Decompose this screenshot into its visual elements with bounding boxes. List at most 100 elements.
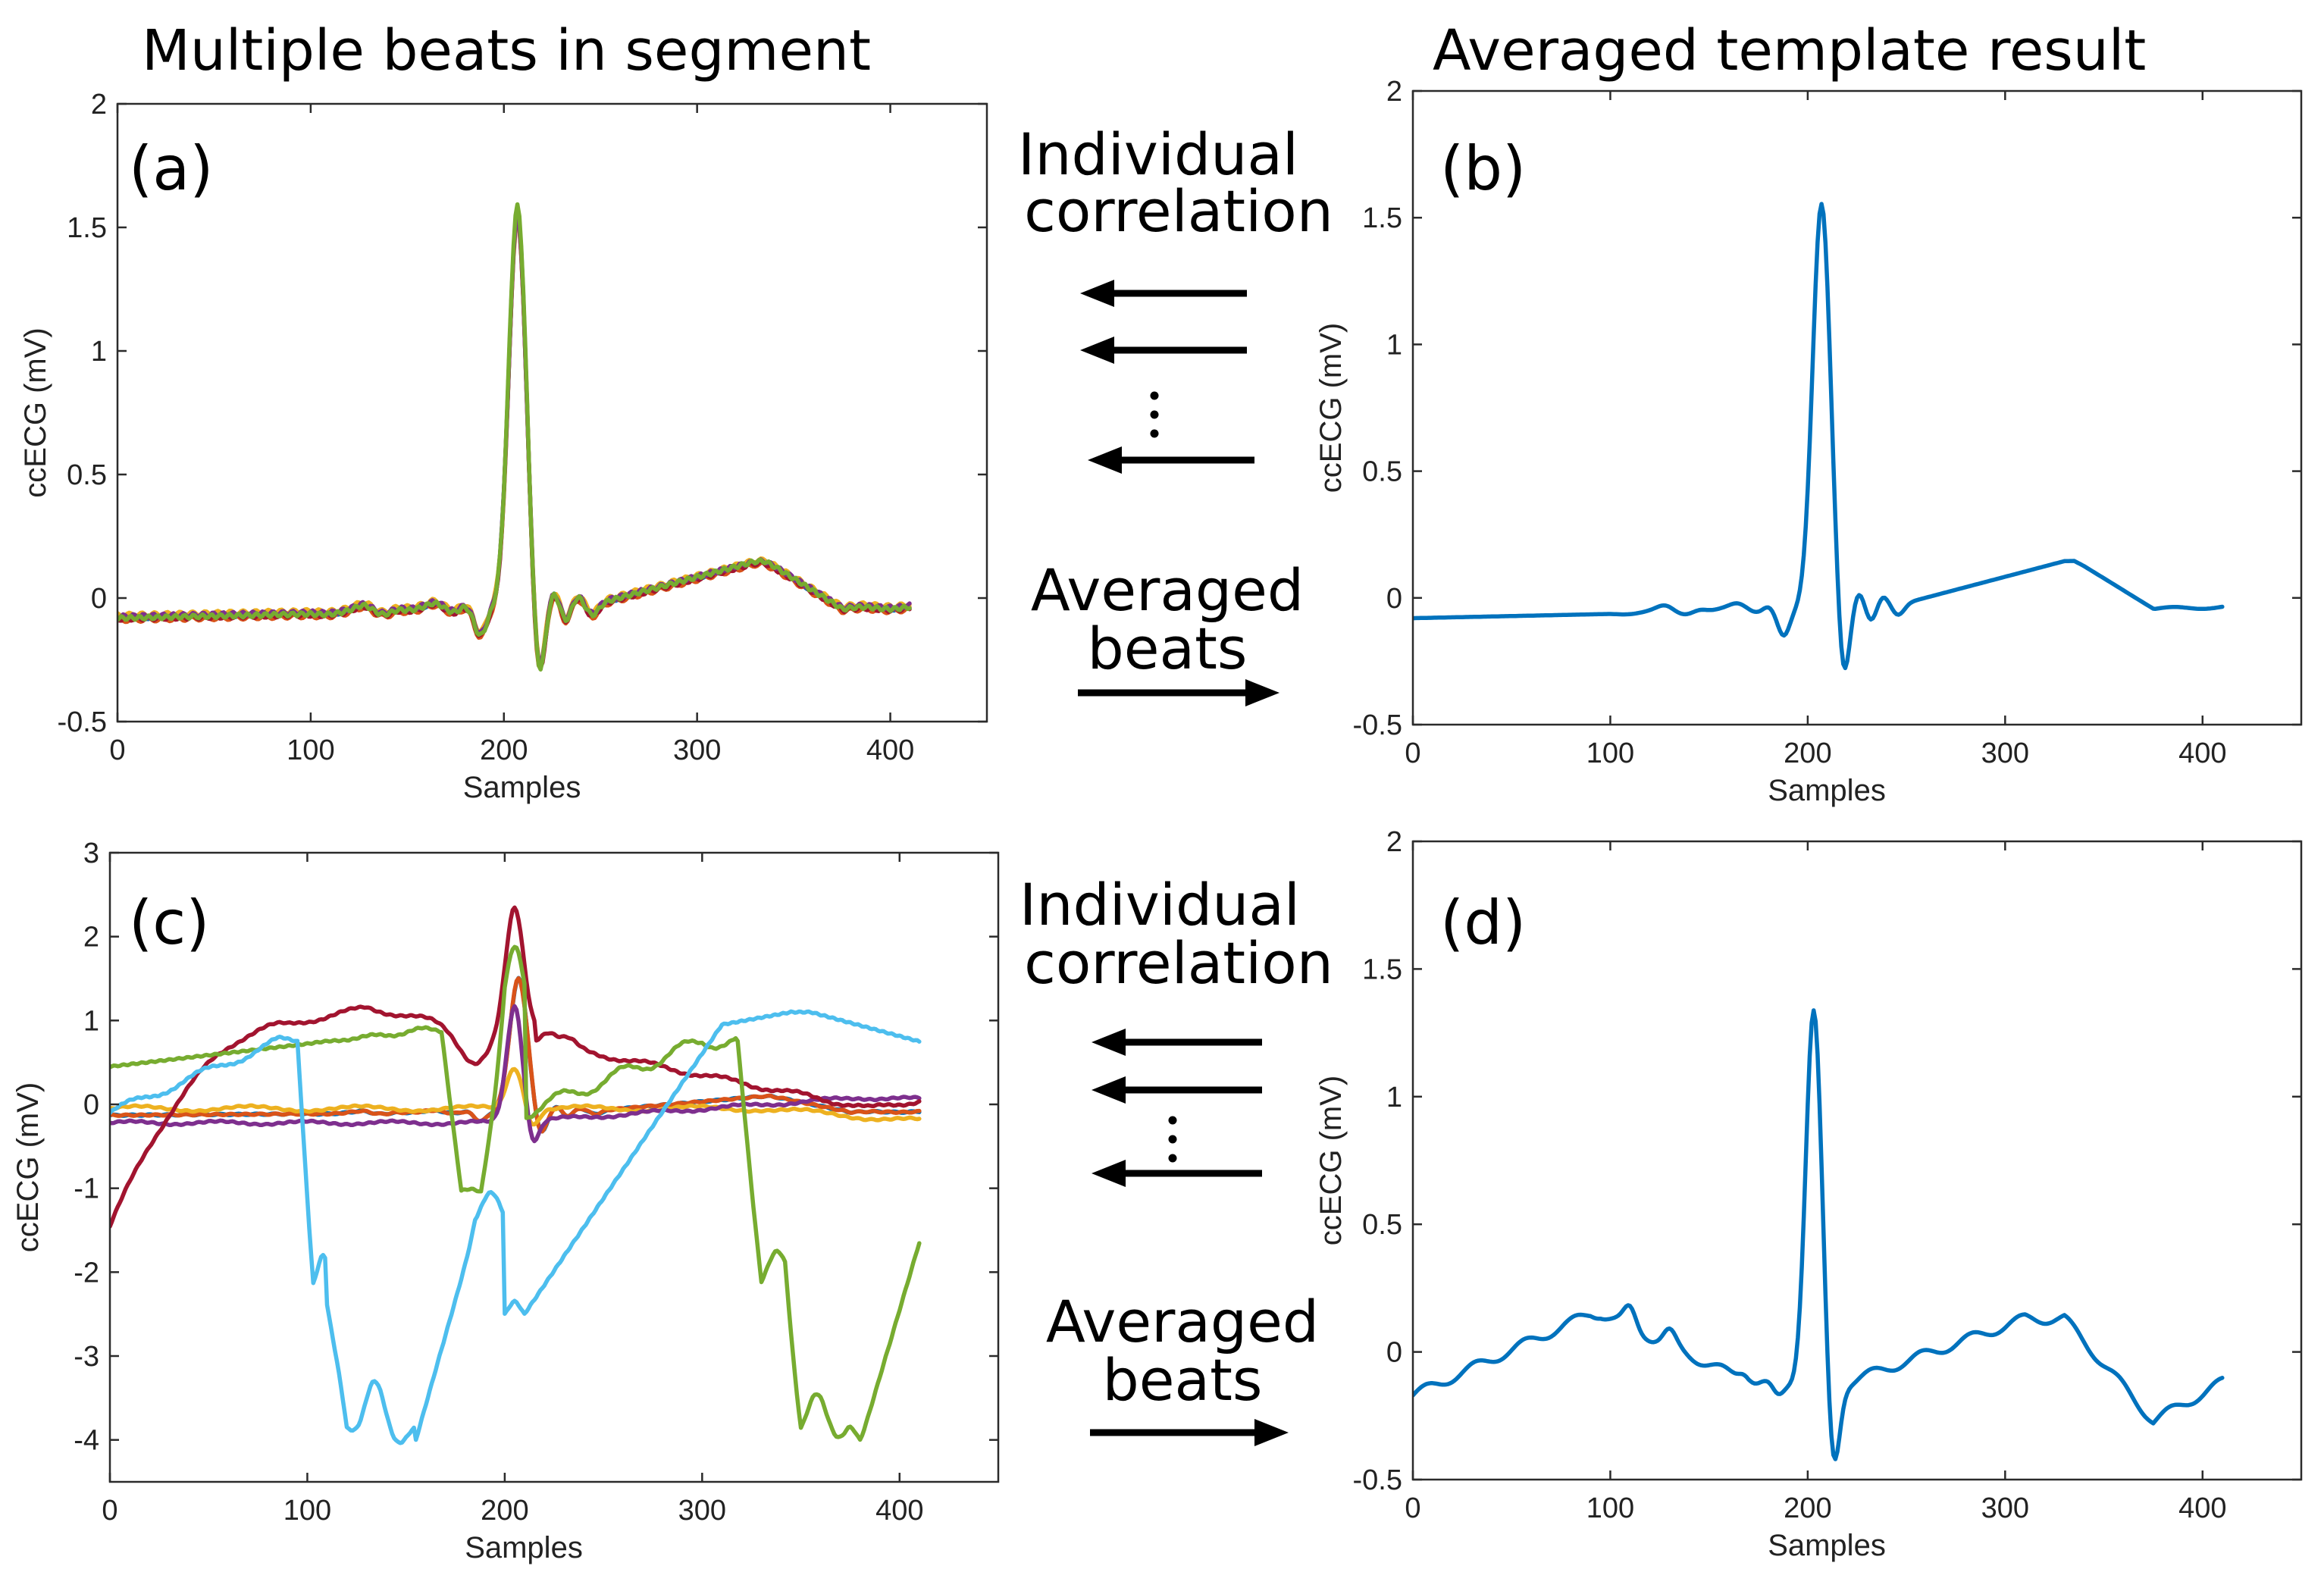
y-axis-label: ccECG (mV) bbox=[11, 1082, 45, 1252]
x-tick-label: 400 bbox=[866, 734, 914, 766]
left-arrow-icon bbox=[1080, 280, 1247, 307]
y-tick-label: -0.5 bbox=[1353, 709, 1402, 741]
series-line-2 bbox=[110, 976, 922, 1134]
traces-group bbox=[117, 202, 912, 672]
y-tick-label: 0.5 bbox=[67, 459, 107, 491]
x-tick-label: 300 bbox=[1981, 1492, 2029, 1524]
y-tick-label: 0 bbox=[83, 1089, 99, 1121]
top-correlation-label-line2: correlation bbox=[1024, 177, 1333, 245]
panel-letter: (c) bbox=[129, 888, 209, 958]
heading-left: Multiple beats in segment bbox=[142, 18, 871, 83]
y-tick-label: 1 bbox=[1386, 1082, 1402, 1113]
x-axis-label: Samples bbox=[1768, 774, 1886, 807]
series-line-5 bbox=[110, 905, 922, 1229]
x-tick-label: 300 bbox=[673, 734, 721, 766]
ellipsis-icon bbox=[1150, 391, 1159, 438]
top-arrows-group: Individual correlation Averaged beats bbox=[1018, 121, 1333, 706]
ellipsis-icon bbox=[1168, 1116, 1177, 1163]
bottom-averaged-label-line1: Averaged bbox=[1046, 1288, 1319, 1355]
y-axis-label: ccECG (mV) bbox=[1314, 323, 1348, 493]
heading-right: Averaged template result bbox=[1433, 18, 2146, 83]
series-line-1 bbox=[1413, 1008, 2225, 1461]
x-tick-label: 100 bbox=[1586, 1492, 1634, 1524]
bottom-correlation-label-line2: correlation bbox=[1024, 929, 1333, 997]
bottom-correlation-label-line1: Individual bbox=[1019, 871, 1300, 938]
x-tick-label: 100 bbox=[1586, 738, 1634, 769]
panel-letter: (a) bbox=[129, 133, 213, 204]
series-line-3 bbox=[110, 1066, 922, 1127]
series-line-1 bbox=[1413, 202, 2225, 671]
bottom-averaged-label-line2: beats bbox=[1103, 1346, 1263, 1414]
axes-frame bbox=[1411, 840, 2303, 1481]
x-tick-label: 0 bbox=[1405, 1492, 1420, 1524]
y-tick-label: 2 bbox=[83, 922, 99, 954]
axes-frame bbox=[1411, 89, 2303, 726]
left-arrow-icon bbox=[1092, 1029, 1262, 1056]
y-tick-label: 0 bbox=[1386, 1337, 1402, 1369]
y-tick-label: -3 bbox=[74, 1341, 99, 1373]
series-line-6 bbox=[117, 202, 912, 672]
left-arrow-icon bbox=[1092, 1076, 1262, 1104]
x-tick-label: 300 bbox=[678, 1495, 726, 1527]
x-axis-label: Samples bbox=[465, 1531, 583, 1564]
y-tick-label: 1.5 bbox=[1362, 202, 1402, 234]
left-arrow-icon bbox=[1088, 446, 1254, 474]
traces-group bbox=[1413, 1008, 2225, 1461]
y-tick-label: -0.5 bbox=[1353, 1464, 1402, 1496]
y-tick-label: -2 bbox=[74, 1257, 99, 1289]
x-tick-label: 0 bbox=[1405, 738, 1420, 769]
y-tick-label: 0.5 bbox=[1362, 1209, 1402, 1241]
x-tick-label: 100 bbox=[283, 1495, 331, 1527]
x-tick-label: 200 bbox=[1784, 738, 1831, 769]
right-arrow-icon bbox=[1078, 679, 1279, 706]
y-tick-label: 3 bbox=[83, 838, 99, 869]
bottom-arrows-group: Individual correlation Averaged beats bbox=[1019, 871, 1333, 1446]
x-tick-label: 200 bbox=[481, 1495, 528, 1527]
x-tick-label: 400 bbox=[875, 1495, 923, 1527]
y-axis-label: ccECG (mV) bbox=[1314, 1076, 1348, 1245]
axes-frame bbox=[116, 102, 988, 723]
axes-frame bbox=[108, 851, 1000, 1483]
y-tick-label: 0.5 bbox=[1362, 456, 1402, 488]
panel-c-chart: 0 100 200 300 400 -4 -3 -2 -1 0 1 2 3 Samples ccECG (m… bbox=[11, 838, 1000, 1564]
top-correlation-label-line1: Individual bbox=[1018, 121, 1298, 188]
y-tick-label: -1 bbox=[74, 1173, 99, 1205]
series-line-6 bbox=[110, 944, 922, 1442]
x-axis-label: Samples bbox=[1768, 1529, 1886, 1562]
panel-letter: (d) bbox=[1440, 888, 1526, 958]
series-line-4 bbox=[110, 1004, 922, 1144]
x-tick-label: 0 bbox=[102, 1495, 117, 1527]
y-tick-label: 2 bbox=[1386, 76, 1402, 108]
y-tick-label: 1.5 bbox=[67, 212, 107, 244]
left-arrow-icon bbox=[1080, 337, 1247, 364]
x-tick-label: 300 bbox=[1981, 738, 2029, 769]
right-arrow-icon bbox=[1090, 1419, 1289, 1446]
traces-group bbox=[1413, 202, 2225, 671]
left-arrow-icon bbox=[1092, 1160, 1262, 1187]
y-tick-label: 0 bbox=[1386, 583, 1402, 615]
series-line-7 bbox=[110, 1009, 922, 1445]
x-tick-label: 400 bbox=[2178, 738, 2226, 769]
y-tick-label: -4 bbox=[74, 1425, 99, 1457]
top-averaged-label-line1: Averaged bbox=[1031, 556, 1304, 624]
y-tick-label: 1.5 bbox=[1362, 954, 1402, 985]
top-averaged-label-line2: beats bbox=[1088, 615, 1248, 682]
x-tick-label: 200 bbox=[480, 734, 528, 766]
x-tick-label: 100 bbox=[287, 734, 334, 766]
x-axis-label: Samples bbox=[463, 771, 581, 804]
traces-group bbox=[110, 905, 922, 1445]
x-tick-label: 400 bbox=[2178, 1492, 2226, 1524]
y-tick-label: 1 bbox=[83, 1005, 99, 1037]
x-tick-label: 200 bbox=[1784, 1492, 1831, 1524]
panel-letter: (b) bbox=[1440, 133, 1526, 204]
y-tick-label: 2 bbox=[91, 89, 107, 121]
y-tick-label: -0.5 bbox=[58, 706, 107, 738]
y-axis-label: ccECG (mV) bbox=[19, 327, 52, 497]
y-tick-label: 0 bbox=[91, 583, 107, 615]
y-tick-label: 1 bbox=[1386, 329, 1402, 361]
y-tick-label: 2 bbox=[1386, 826, 1402, 858]
y-tick-label: 1 bbox=[91, 336, 107, 368]
